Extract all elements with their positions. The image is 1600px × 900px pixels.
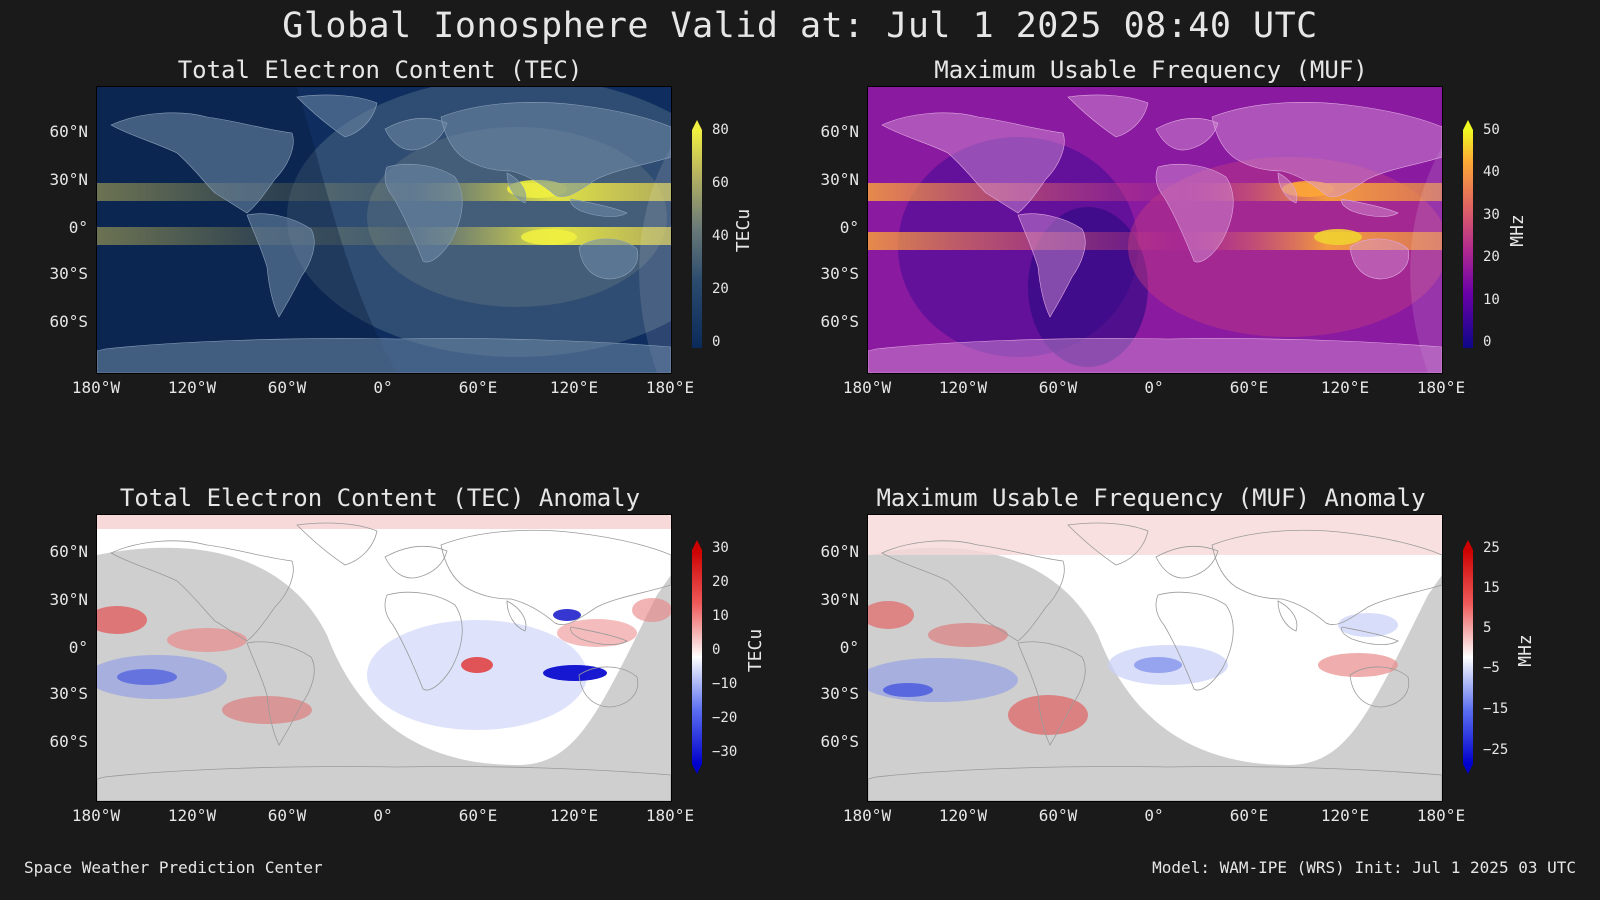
lon-label: 180°E	[1416, 378, 1466, 397]
colorbar-unit: MHz	[1506, 214, 1528, 247]
lat-label: 0°	[839, 638, 859, 657]
colorbar-tick: 0	[712, 642, 721, 658]
lon-label: 120°W	[167, 378, 217, 397]
lon-label: 180°W	[842, 378, 892, 397]
lon-label: 0°	[1144, 806, 1164, 825]
colorbar-tick: 20	[1483, 249, 1500, 265]
colorbar-tick: 30	[1483, 207, 1500, 223]
colorbar-tick: 15	[1483, 580, 1500, 596]
lon-label: 120°W	[938, 378, 988, 397]
footer-credit: Space Weather Prediction Center	[24, 858, 323, 877]
lat-label: 30°S	[820, 264, 859, 283]
lon-label: 0°	[373, 806, 393, 825]
lat-label: 60°S	[820, 732, 859, 751]
colorbar-unit: TECu	[745, 628, 767, 673]
panel-title: Total Electron Content (TEC)	[177, 56, 583, 84]
muf-anomaly-panel: Maximum Usable Frequency (MUF) Anomaly 6…	[771, 484, 1551, 884]
colorbar-tick: −10	[712, 676, 738, 692]
colorbar-unit: TECu	[733, 208, 755, 253]
lat-label: 0°	[68, 638, 88, 657]
lon-label: 120°E	[549, 378, 599, 397]
lat-label: 30°N	[49, 590, 88, 609]
lat-label: 30°S	[49, 684, 88, 703]
muf-panel: Maximum Usable Frequency (MUF) 60°N 30°N…	[771, 56, 1551, 456]
lat-label: 60°N	[820, 542, 859, 561]
lat-label: 60°S	[49, 312, 88, 331]
lon-label: 180°E	[645, 806, 695, 825]
lon-label: 60°W	[1038, 378, 1078, 397]
panel-title: Total Electron Content (TEC) Anomaly	[119, 484, 641, 512]
lon-label: 180°W	[842, 806, 892, 825]
colorbar-tick: −25	[1483, 742, 1509, 758]
lon-label: 120°E	[549, 806, 599, 825]
tec-panel: Total Electron Content (TEC) 60°N 30°N 0…	[0, 56, 780, 456]
panel-title: Maximum Usable Frequency (MUF) Anomaly	[876, 484, 1426, 512]
colorbar-tick: 10	[1483, 292, 1500, 308]
lon-label: 60°E	[458, 378, 498, 397]
lon-label: 60°W	[267, 806, 307, 825]
lat-label: 60°N	[49, 122, 88, 141]
colorbar-tick: −5	[1483, 660, 1500, 676]
lat-label: 60°N	[49, 542, 88, 561]
lat-label: 60°S	[820, 312, 859, 331]
muf-anomaly-map[interactable]	[867, 514, 1443, 802]
lon-label: 180°W	[71, 378, 121, 397]
colorbar-tick: −30	[712, 744, 738, 760]
tec-map[interactable]	[96, 86, 672, 374]
lon-label: 120°W	[167, 806, 217, 825]
lon-label: 60°E	[1229, 806, 1269, 825]
colorbar-tick: 0	[712, 334, 721, 350]
colorbar-tick: 40	[1483, 164, 1500, 180]
lat-label: 30°S	[49, 264, 88, 283]
lon-label: 120°E	[1320, 378, 1370, 397]
colorbar	[692, 540, 702, 774]
colorbar-tick: 40	[712, 228, 729, 244]
lon-label: 60°W	[1038, 806, 1078, 825]
colorbar-tick: 30	[712, 540, 729, 556]
lon-label: 0°	[1144, 378, 1164, 397]
lat-label: 0°	[839, 218, 859, 237]
lat-label: 30°N	[820, 170, 859, 189]
lon-label: 120°E	[1320, 806, 1370, 825]
colorbar-tick: 20	[712, 281, 729, 297]
colorbar-tick: 20	[712, 574, 729, 590]
page-title: Global Ionosphere Valid at: Jul 1 2025 0…	[282, 6, 1318, 46]
colorbar-tick: 0	[1483, 334, 1492, 350]
lon-label: 180°E	[645, 378, 695, 397]
lat-label: 30°N	[49, 170, 88, 189]
colorbar-tick: 80	[712, 122, 729, 138]
colorbar-tick: 50	[1483, 122, 1500, 138]
lon-label: 60°E	[458, 806, 498, 825]
panel-title: Maximum Usable Frequency (MUF)	[934, 56, 1368, 84]
colorbar	[1463, 540, 1473, 774]
muf-map[interactable]	[867, 86, 1443, 374]
colorbar-unit: MHz	[1514, 634, 1536, 667]
lat-label: 30°N	[820, 590, 859, 609]
tec-anomaly-panel: Total Electron Content (TEC) Anomaly 60°…	[0, 484, 780, 884]
colorbar-tick: 25	[1483, 540, 1500, 556]
colorbar-tick: 60	[712, 175, 729, 191]
colorbar	[1463, 120, 1473, 348]
colorbar	[692, 120, 702, 348]
lon-label: 60°E	[1229, 378, 1269, 397]
lon-label: 0°	[373, 378, 393, 397]
colorbar-tick: −15	[1483, 701, 1509, 717]
lon-label: 60°W	[267, 378, 307, 397]
colorbar-tick: 5	[1483, 620, 1492, 636]
lat-label: 60°N	[820, 122, 859, 141]
lon-label: 180°E	[1416, 806, 1466, 825]
lon-label: 180°W	[71, 806, 121, 825]
tec-anomaly-map[interactable]	[96, 514, 672, 802]
lat-label: 0°	[68, 218, 88, 237]
colorbar-tick: −20	[712, 710, 738, 726]
colorbar-tick: 10	[712, 608, 729, 624]
lat-label: 60°S	[49, 732, 88, 751]
lon-label: 120°W	[938, 806, 988, 825]
lat-label: 30°S	[820, 684, 859, 703]
footer-model-info: Model: WAM-IPE (WRS) Init: Jul 1 2025 03…	[1152, 858, 1576, 877]
